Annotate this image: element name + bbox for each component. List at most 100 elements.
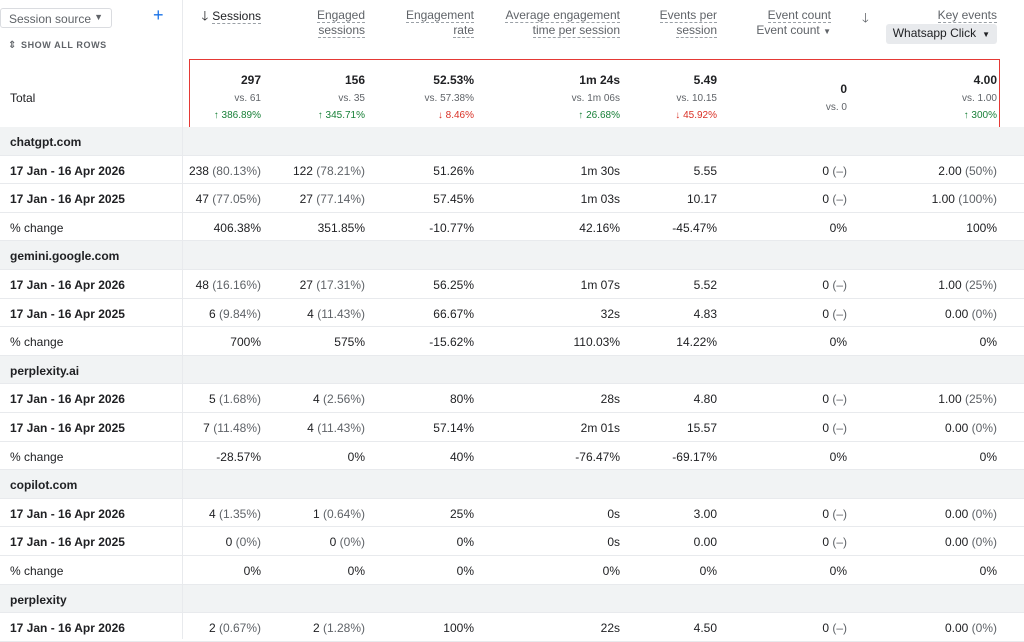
cell-avg-engagement-time: 0s (607, 507, 620, 521)
cell-value: 4 (312, 392, 320, 407)
cell-value: 0.00 (944, 506, 969, 521)
group-row[interactable]: perplexity (0, 584, 1024, 614)
cell-value: 122 (292, 163, 313, 178)
cell-engaged-sessions: 0% (348, 564, 365, 578)
column-header-avg-engagement[interactable]: Average engagement time per session (505, 8, 620, 38)
total-change: ↓ 8.46% (437, 110, 474, 121)
sort-desc-icon: 🡓 (201, 8, 209, 23)
row-label: 17 Jan - 16 Apr 2026 (10, 621, 125, 636)
row-label: % change (10, 220, 64, 235)
dimension-select-label: Session source (9, 12, 92, 26)
plus-icon[interactable]: + (153, 5, 164, 25)
cell-value: 22s (600, 621, 620, 636)
row-label: % change (10, 335, 64, 350)
total-value: 5.49 (693, 73, 717, 87)
key-event-select[interactable]: Whatsapp Click ▼ (885, 24, 997, 44)
table-row[interactable]: 17 Jan - 16 Apr 2025 0 (0%) 0 (0%) 0% 0s 0.00… (0, 527, 1024, 556)
cell-value: 0% (829, 449, 847, 464)
table-row[interactable]: 17 Jan - 16 Apr 2026 4 (1.35%) 1 (0.64%) 25… (0, 499, 1024, 528)
group-row[interactable]: perplexity.ai (0, 355, 1024, 385)
cell-percent: (0%) (968, 621, 997, 636)
cell-percent: (25%) (961, 392, 997, 407)
cell-percent: (9.84%) (215, 306, 261, 321)
cell-value: 0 (822, 163, 829, 178)
total-value: 1m 24s (579, 73, 620, 87)
cell-engaged-sessions: 0 (0%) (330, 535, 365, 549)
cell-value: -15.62% (429, 335, 474, 350)
cell-value: 351.85% (317, 220, 365, 235)
cell-percent: (–) (829, 421, 847, 435)
show-all-rows-button[interactable]: ⇕ SHOW ALL ROWS (8, 40, 107, 51)
change-row[interactable]: % change 700% 575% -15.62% 110.03% 14.22% 0% 0% (0, 327, 1024, 356)
change-row[interactable]: % change -28.57% 0% 40% -76.47% -69.17% 0% 0% (0, 442, 1024, 471)
total-comparison: vs. 10.15 (676, 93, 717, 104)
cell-value: 4.80 (693, 392, 717, 407)
cell-engagement-rate: 25% (450, 507, 474, 521)
cell-value: 7 (203, 421, 210, 435)
table-row[interactable]: 17 Jan - 16 Apr 2025 7 (11.48%) 4 (11.43%)… (0, 413, 1024, 442)
column-header-sessions[interactable]: 🡓 Sessions (202, 8, 261, 24)
row-label: 17 Jan - 16 Apr 2025 (10, 421, 125, 435)
table-row[interactable]: 17 Jan - 16 Apr 2026 238 (80.13%) 122 (78.… (0, 156, 1024, 185)
total-value: 297 (240, 73, 261, 87)
column-header-engaged-sessions[interactable]: Engaged sessions (316, 8, 365, 38)
cell-avg-engagement-time: 2m 01s (581, 421, 620, 435)
cell-percent: (17.31%) (312, 278, 365, 292)
cell-value: 28s (600, 392, 620, 407)
cell-value: -28.57% (216, 449, 261, 464)
cell-value: 0.00 (944, 306, 969, 321)
total-change: ↑ 345.71% (317, 110, 365, 121)
cell-percent: (1.35%) (215, 506, 261, 521)
change-row[interactable]: % change 0% 0% 0% 0% 0% 0% 0% (0, 556, 1024, 585)
cell-value: 25% (449, 506, 474, 521)
cell-engagement-rate: -15.62% (429, 335, 474, 349)
rate-header-line1: Engagement (405, 8, 474, 23)
group-row[interactable]: chatgpt.com (0, 127, 1024, 156)
cell-engaged-sessions: 122 (78.21%) (293, 164, 365, 178)
cell-value: 40% (449, 449, 474, 464)
column-header-event-count[interactable]: Event count Event count ▼ (756, 8, 831, 39)
table-row[interactable]: 17 Jan - 16 Apr 2025 6 (9.84%) 4 (11.43%) 6… (0, 299, 1024, 328)
table-row[interactable]: 17 Jan - 16 Apr 2025 47 (77.05%) 27 (77.14… (0, 184, 1024, 213)
sessions-header-label: Sessions (212, 9, 261, 24)
total-value: 52.53% (433, 73, 474, 87)
total-comparison: vs. 57.38% (424, 93, 474, 104)
table-row[interactable]: 17 Jan - 16 Apr 2026 5 (1.68%) 4 (2.56%) 80… (0, 384, 1024, 413)
group-row[interactable]: copilot.com (0, 470, 1024, 499)
dimension-select[interactable]: Session source ▼ (0, 8, 112, 28)
row-label: 17 Jan - 16 Apr 2025 (10, 192, 125, 207)
event-count-select[interactable]: Event count ▼ (756, 23, 831, 37)
cell-value: 0 (822, 506, 829, 521)
table-row[interactable]: 17 Jan - 16 Apr 2026 2 (0.67%) 2 (1.28%) 10… (0, 613, 1024, 642)
cell-percent: (–) (829, 621, 847, 636)
cell-percent: (0.67%) (215, 621, 261, 636)
avg-header-line2: time per session (532, 23, 620, 38)
column-header-engagement-rate[interactable]: Engagement rate (405, 8, 474, 38)
sort-icon: 🡓 (862, 10, 869, 25)
column-header-events-per-session[interactable]: Events per session (659, 8, 717, 38)
table-row[interactable]: 17 Jan - 16 Apr 2026 48 (16.16%) 27 (17.31… (0, 270, 1024, 299)
cell-engagement-rate: 80% (450, 392, 474, 406)
row-label: copilot.com (10, 478, 78, 493)
cell-percent: (25%) (961, 278, 997, 292)
row-label: perplexity.ai (10, 363, 80, 378)
cell-event-count: 0 (–) (822, 621, 847, 635)
cell-sessions: 238 (80.13%) (189, 164, 261, 178)
cell-value: 3.00 (693, 506, 717, 521)
cell-events-per-session: 15.57 (687, 421, 717, 435)
group-row[interactable]: gemini.google.com (0, 241, 1024, 270)
cell-engaged-sessions: 4 (11.43%) (307, 421, 365, 435)
cell-value: 0 (822, 192, 829, 207)
total-cell-event-count: 0 vs. 0 (826, 82, 847, 113)
cell-percent: (50%) (961, 163, 997, 178)
cell-avg-engagement-time: 28s (601, 392, 620, 406)
total-cell-engagement-rate: 52.53% vs. 57.38% ↓ 8.46% (425, 73, 474, 121)
cell-engaged-sessions: 2 (1.28%) (313, 621, 365, 635)
cell-event-count: 0 (–) (822, 192, 847, 206)
row-label: chatgpt.com (10, 135, 82, 149)
column-header-key-events[interactable]: 🡓 Key events Whatsapp Click ▼ (862, 8, 997, 44)
change-row[interactable]: % change 406.38% 351.85% -10.77% 42.16% -45.4… (0, 213, 1024, 242)
cell-events-per-session: 14.22% (676, 335, 717, 349)
cell-key-events: 2.00 (50%) (938, 164, 997, 178)
cell-value: 110.03% (573, 335, 620, 350)
